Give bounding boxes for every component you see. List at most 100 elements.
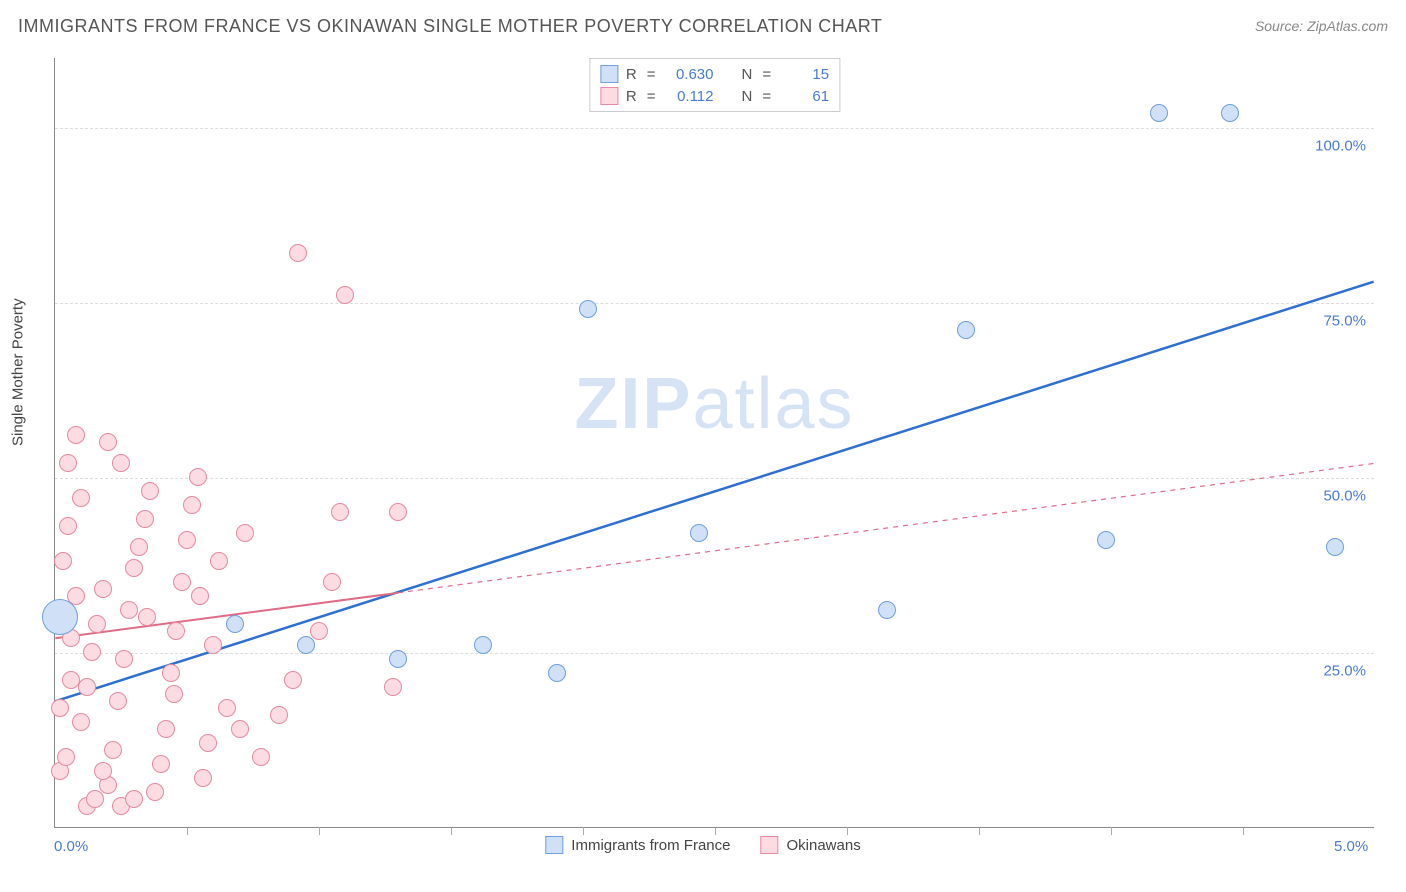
legend-stats-row: R=0.630N=15 (600, 63, 829, 85)
okinawans-marker (59, 454, 77, 472)
watermark-light: atlas (692, 364, 854, 444)
okinawans-marker (336, 286, 354, 304)
okinawans-marker (191, 587, 209, 605)
okinawans-marker (204, 636, 222, 654)
france-marker (579, 300, 597, 318)
okinawans-marker (109, 692, 127, 710)
legend-swatch (545, 836, 563, 854)
okinawans-marker (146, 783, 164, 801)
okinawans-marker (62, 671, 80, 689)
okinawans-marker (178, 531, 196, 549)
legend-series-item: Okinawans (761, 836, 861, 854)
x-tick (1243, 827, 1244, 835)
legend-series: Immigrants from France Okinawans (545, 836, 860, 854)
trend-lines-svg (55, 58, 1374, 827)
okinawans-marker (231, 720, 249, 738)
x-tick (715, 827, 716, 835)
legend-n-value: 15 (781, 66, 829, 83)
okinawans-marker (51, 699, 69, 717)
france-marker (42, 599, 78, 635)
x-tick (187, 827, 188, 835)
okinawans-marker (141, 482, 159, 500)
france-marker (1150, 104, 1168, 122)
okinawans-marker (165, 685, 183, 703)
legend-n-value: 61 (781, 88, 829, 105)
okinawans-marker (138, 608, 156, 626)
x-tick (1111, 827, 1112, 835)
okinawans-marker (120, 601, 138, 619)
okinawans-marker (199, 734, 217, 752)
france-marker (690, 524, 708, 542)
legend-r-value: 0.630 (666, 66, 714, 83)
okinawans-marker (130, 538, 148, 556)
france-marker (878, 601, 896, 619)
y-tick-label: 50.0% (1323, 488, 1366, 505)
okinawans-marker (310, 622, 328, 640)
legend-series-label: Okinawans (787, 837, 861, 854)
okinawans-marker (72, 489, 90, 507)
okinawans-marker (88, 615, 106, 633)
okinawans-marker (94, 580, 112, 598)
x-tick-label: 5.0% (1334, 838, 1368, 855)
legend-stats: R=0.630N=15R=0.112N=61 (589, 58, 840, 112)
plot-area: ZIPatlas 25.0%50.0%75.0%100.0%R=0.630N=1… (54, 58, 1374, 828)
okinawans-marker (167, 622, 185, 640)
y-tick-label: 100.0% (1315, 138, 1366, 155)
france-marker (226, 615, 244, 633)
france-marker (548, 664, 566, 682)
grid-line (55, 478, 1374, 479)
okinawans-marker (112, 454, 130, 472)
okinawans-marker (136, 510, 154, 528)
okinawans-marker (59, 517, 77, 535)
grid-line (55, 653, 1374, 654)
okinawans-marker (210, 552, 228, 570)
okinawans-marker (86, 790, 104, 808)
x-tick-label: 0.0% (54, 838, 88, 855)
france-marker (1326, 538, 1344, 556)
okinawans-marker (252, 748, 270, 766)
france-marker (1221, 104, 1239, 122)
okinawans-marker (67, 426, 85, 444)
okinawans-marker (218, 699, 236, 717)
y-tick-label: 25.0% (1323, 663, 1366, 680)
okinawans-marker (57, 748, 75, 766)
x-tick (451, 827, 452, 835)
okinawans-marker (289, 244, 307, 262)
okinawans-marker (78, 678, 96, 696)
okinawans-marker (183, 496, 201, 514)
okinawans-marker (125, 790, 143, 808)
okinawans-marker (189, 468, 207, 486)
grid-line (55, 303, 1374, 304)
france-marker (474, 636, 492, 654)
source-label: Source: ZipAtlas.com (1255, 18, 1388, 34)
okinawans-marker (94, 762, 112, 780)
okinawans-marker (157, 720, 175, 738)
okinawans-marker (323, 573, 341, 591)
okinawans-marker (389, 503, 407, 521)
grid-line (55, 128, 1374, 129)
legend-swatch (600, 87, 618, 105)
okinawans-marker (331, 503, 349, 521)
okinawans-marker (284, 671, 302, 689)
legend-n-label: N (742, 66, 753, 83)
y-tick-label: 75.0% (1323, 313, 1366, 330)
okinawans-marker (72, 713, 90, 731)
watermark: ZIPatlas (574, 363, 854, 445)
legend-r-label: R (626, 88, 637, 105)
france-marker (297, 636, 315, 654)
x-tick (847, 827, 848, 835)
okinawans-marker (54, 552, 72, 570)
title-bar: IMMIGRANTS FROM FRANCE VS OKINAWAN SINGL… (18, 12, 1388, 40)
legend-swatch (761, 836, 779, 854)
x-tick (583, 827, 584, 835)
chart-title: IMMIGRANTS FROM FRANCE VS OKINAWAN SINGL… (18, 16, 882, 37)
france-marker (1097, 531, 1115, 549)
legend-series-item: Immigrants from France (545, 836, 730, 854)
legend-swatch (600, 65, 618, 83)
y-axis-label: Single Mother Poverty (10, 298, 27, 446)
legend-r-value: 0.112 (666, 88, 714, 105)
okinawans-marker (173, 573, 191, 591)
okinawans-marker (83, 643, 101, 661)
watermark-bold: ZIP (574, 364, 692, 444)
okinawans-marker (384, 678, 402, 696)
